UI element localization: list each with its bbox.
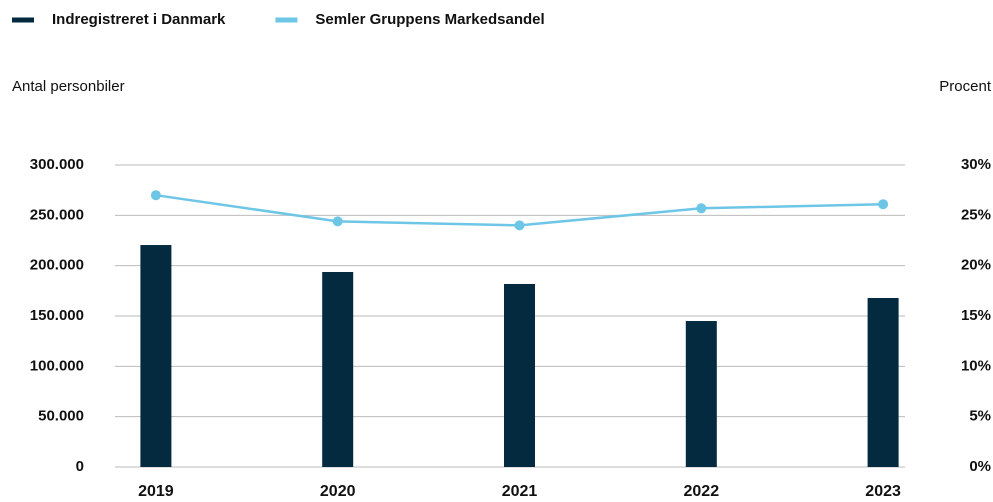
x-tick-label: 2023 xyxy=(865,483,901,500)
bar xyxy=(867,297,899,467)
bar xyxy=(322,272,354,467)
legend-label: Semler Gruppens Markedsandel xyxy=(315,11,544,28)
x-tick-label: 2020 xyxy=(320,483,356,500)
y-tick-label: 50.000 xyxy=(38,408,84,425)
x-tick-label: 2022 xyxy=(684,483,720,500)
line-point xyxy=(878,199,889,210)
x-tick-label: 2019 xyxy=(138,483,174,500)
y2-tick-label: 0% xyxy=(969,458,991,475)
y-tick-label: 0 xyxy=(76,458,84,475)
y2-tick-label: 20% xyxy=(961,257,991,274)
legend-label: Indregistreret i Danmark xyxy=(52,11,226,28)
y-axis-label: Antal personbiler xyxy=(12,78,125,95)
y2-tick-label: 30% xyxy=(961,156,991,173)
bar xyxy=(504,283,535,467)
y2-axis-label: Procent xyxy=(939,78,992,95)
y2-tick-label: 5% xyxy=(969,408,991,425)
y-tick-label: 300.000 xyxy=(30,156,84,173)
y2-tick-label: 25% xyxy=(961,206,991,223)
y-tick-label: 200.000 xyxy=(30,257,84,274)
y-tick-label: 250.000 xyxy=(30,206,84,223)
y2-tick-label: 10% xyxy=(961,357,991,374)
line-point xyxy=(332,216,343,227)
line-point xyxy=(150,190,161,201)
line-point xyxy=(696,203,707,214)
y2-tick-label: 15% xyxy=(961,307,991,324)
y-tick-label: 100.000 xyxy=(30,357,84,374)
y-tick-label: 150.000 xyxy=(30,307,84,324)
bar xyxy=(140,245,172,467)
x-tick-label: 2021 xyxy=(502,483,538,500)
line-point xyxy=(514,220,525,231)
bar xyxy=(685,321,717,467)
